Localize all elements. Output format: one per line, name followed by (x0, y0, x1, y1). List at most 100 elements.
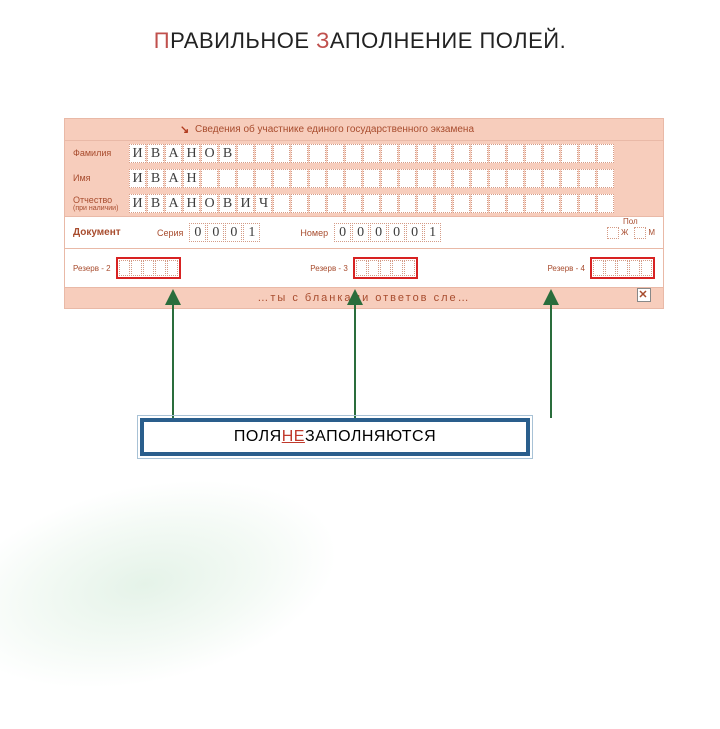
label-patr-main: Отчество (73, 195, 112, 205)
reserve-2-label: Резерв - 2 (73, 264, 111, 273)
char-cell (579, 169, 596, 188)
char-cell (309, 169, 326, 188)
title-accent-2: З (316, 28, 330, 53)
char-cell (399, 194, 416, 213)
gender-m-cell (634, 227, 646, 239)
char-cell (381, 169, 398, 188)
label-surname: Фамилия (73, 149, 129, 158)
reserve-cell (143, 260, 154, 276)
reserve-cell (131, 260, 142, 276)
gender-m-label: М (648, 228, 655, 237)
section-arrow-icon: ↘ (180, 123, 189, 136)
reserve-cell (119, 260, 130, 276)
reserve-cell (629, 260, 640, 276)
char-cell: Н (183, 169, 200, 188)
char-cell (291, 169, 308, 188)
char-cell (543, 144, 560, 163)
char-cell (417, 169, 434, 188)
char-cell (381, 194, 398, 213)
char-cell (399, 169, 416, 188)
char-cell (561, 194, 578, 213)
gender-f-cell (607, 227, 619, 239)
char-cell (507, 169, 524, 188)
char-cell (489, 169, 506, 188)
char-cell (435, 144, 452, 163)
char-cell (345, 194, 362, 213)
char-cell: В (147, 144, 164, 163)
char-cell (327, 169, 344, 188)
label-document: Документ (73, 227, 143, 238)
reserve-cell (617, 260, 628, 276)
row-reserve: Резерв - 2 Резерв - 3 Резерв - 4 (65, 248, 663, 287)
char-cell (597, 194, 614, 213)
reserve-cell (641, 260, 652, 276)
reserve-2-highlight (116, 257, 181, 279)
section-header-text: Сведения об участнике единого государств… (195, 124, 474, 135)
char-cell (345, 169, 362, 188)
char-cell: И (237, 194, 254, 213)
char-cell: И (129, 194, 146, 213)
char-cell (291, 144, 308, 163)
reserve-cell (404, 260, 415, 276)
char-cell (363, 169, 380, 188)
reserve-cell (392, 260, 403, 276)
reserve-cell (155, 260, 166, 276)
label-series: Серия (157, 228, 183, 238)
row-patronymic: Отчество (при наличии) ИВАНОВИЧ (65, 191, 663, 216)
reserve-4: Резерв - 4 (547, 257, 655, 279)
char-cell: В (219, 144, 236, 163)
char-cell (381, 144, 398, 163)
char-cell (453, 169, 470, 188)
char-cell (525, 169, 542, 188)
char-cell: 0 (406, 223, 423, 242)
gender-f: Ж (607, 227, 628, 239)
gender-box: Пол Ж М (607, 227, 655, 239)
instruction-p2: ЗАПОЛНЯЮТСЯ (305, 428, 436, 446)
cut-text: …ты с бланками ответов сле… (257, 292, 470, 304)
cells-surname: ИВАНОВ (129, 144, 614, 163)
char-cell (579, 144, 596, 163)
char-cell: В (147, 169, 164, 188)
char-cell (489, 144, 506, 163)
char-cell: О (201, 194, 218, 213)
char-cell (417, 144, 434, 163)
char-cell: 1 (243, 223, 260, 242)
char-cell (255, 169, 272, 188)
instruction-ne: НЕ (282, 428, 305, 446)
char-cell: 0 (334, 223, 351, 242)
char-cell (237, 144, 254, 163)
char-cell (471, 144, 488, 163)
reserve-2: Резерв - 2 (73, 257, 181, 279)
char-cell (543, 194, 560, 213)
char-cell (327, 194, 344, 213)
label-name: Имя (73, 174, 129, 183)
char-cell: 0 (370, 223, 387, 242)
char-cell (507, 144, 524, 163)
char-cell (363, 144, 380, 163)
label-patr-sub: (при наличии) (73, 205, 129, 212)
reserve-3-label: Резерв - 3 (310, 264, 348, 273)
char-cell: А (165, 194, 182, 213)
char-cell (435, 169, 452, 188)
char-cell (471, 169, 488, 188)
reserve-cell (593, 260, 604, 276)
reserve-3-highlight (353, 257, 418, 279)
char-cell: Ч (255, 194, 272, 213)
gender-title: Пол (623, 217, 638, 226)
char-cell (273, 194, 290, 213)
char-cell (201, 169, 218, 188)
char-cell: О (201, 144, 218, 163)
char-cell: В (219, 194, 236, 213)
char-cell (597, 144, 614, 163)
title-word-2: АПОЛНЕНИЕ ПОЛЕЙ (330, 28, 560, 53)
label-patronymic: Отчество (при наличии) (73, 196, 129, 212)
reserve-4-highlight (590, 257, 655, 279)
gender-m: М (634, 227, 655, 239)
reserve-cell (380, 260, 391, 276)
char-cell (561, 169, 578, 188)
char-cell (273, 144, 290, 163)
char-cell (309, 194, 326, 213)
char-cell (525, 144, 542, 163)
char-cell (309, 144, 326, 163)
char-cell: 0 (225, 223, 242, 242)
